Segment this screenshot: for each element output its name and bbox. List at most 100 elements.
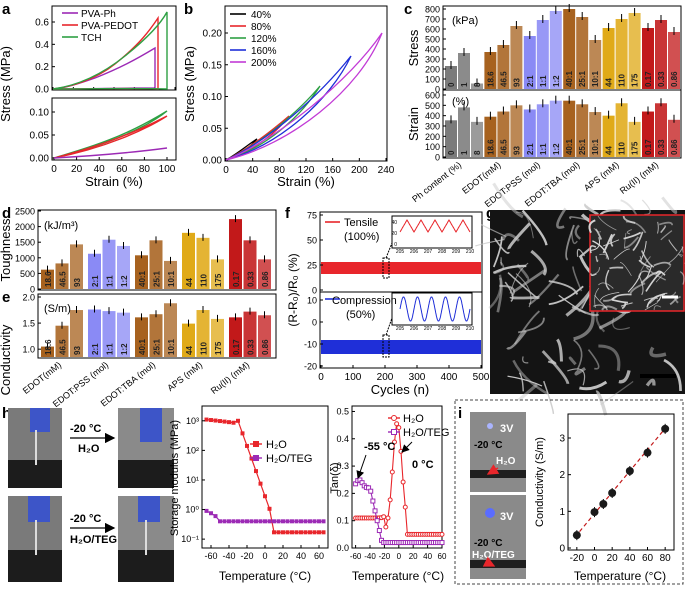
e-bar	[117, 312, 130, 357]
a-bot-y-label: 0.10	[30, 108, 50, 119]
sem-inset-fiber	[653, 261, 672, 267]
b-y-label: 0.00	[203, 156, 223, 167]
i-series: 0 1 2 3 -20 0 20 40 60 80	[559, 423, 671, 564]
d-bar	[41, 269, 54, 289]
h-mod-y-label: 10³	[186, 416, 199, 426]
b-legend-200: 200%	[251, 58, 277, 69]
h-tan-point-teg	[372, 508, 378, 514]
c-strain-bar-label: 10:1	[591, 138, 600, 155]
sem-inset-fiber	[611, 293, 632, 301]
i-dashed-box	[454, 399, 684, 585]
d-bars: 18.6 46.5 93 2:1 1:1 1:2 40:1 25:1 10:1 44 110 175 0…	[41, 215, 271, 289]
h-tan-y-label: 0.2	[336, 488, 349, 498]
h-mod-point-h2o	[227, 420, 231, 425]
b-y-label: 0.10	[203, 92, 223, 103]
f-ylabel: (R-R₀)/R₀ (%)	[286, 253, 300, 326]
b-loop-200	[225, 32, 383, 161]
sem-fiber	[571, 305, 600, 317]
sem-fiber	[598, 344, 621, 372]
sem-inset-fiber	[590, 273, 597, 277]
c-strain-bar-label: 93	[512, 146, 521, 155]
d-y-label: 1000	[15, 253, 35, 263]
h-tan-x-label: 20	[409, 552, 418, 561]
h-tan-point-h2o	[381, 514, 387, 520]
f-top-y-label: 25	[307, 261, 317, 271]
c-stress-y-label: 700	[425, 15, 440, 25]
h-mod-point-h2o	[294, 530, 299, 535]
sem-inset-fiber	[621, 301, 627, 310]
c-strain-y-label: 300	[425, 122, 440, 132]
e-bar	[258, 315, 271, 357]
sem-inset-fiber	[656, 295, 662, 302]
c-strain-bar-label: 40:1	[565, 138, 574, 155]
sem-inset-fiber	[639, 255, 643, 265]
h-mod-point-teg	[263, 519, 267, 524]
sem-fiber	[496, 277, 503, 313]
d-bar	[182, 232, 195, 289]
c-stress-bar-label: 1:2	[552, 75, 561, 87]
c-strain-y-label: 600	[425, 91, 440, 101]
sem-fiber	[516, 263, 530, 281]
f-legend-compression: Compression	[332, 295, 397, 307]
i-voltage-top: 3V	[500, 423, 514, 435]
h-mod-point-teg	[312, 519, 317, 524]
c-strain-bar	[628, 121, 641, 157]
c-stress-unit: (kPa)	[452, 15, 478, 27]
e-bar-label: 40:1	[138, 338, 147, 355]
d-bar-label: 0.33	[247, 271, 256, 287]
c-stress-bar	[549, 11, 562, 89]
sem-inset-fiber	[626, 229, 632, 235]
c-strain-y-label: 0	[435, 153, 440, 163]
sem-inset-fiber	[653, 305, 662, 311]
sem-fiber	[500, 257, 502, 266]
d-bar	[55, 263, 69, 289]
a-curve-tch	[52, 11, 168, 90]
c-strain-bar	[484, 116, 497, 157]
d-ylabel: Toughness	[0, 218, 13, 281]
c-stress-bar	[563, 9, 576, 89]
b-xlabel: Strain (%)	[277, 174, 335, 189]
sem-inset-fiber	[657, 221, 659, 234]
sem-fiber	[587, 349, 600, 370]
sem-inset-fiber	[589, 245, 597, 254]
sem-inset-fiber	[640, 256, 651, 272]
e-bar	[229, 317, 242, 357]
sem-fiber	[543, 380, 555, 414]
a-bot-x-label: 20	[71, 164, 83, 175]
h-mod-x-label: 40	[296, 551, 306, 561]
c-strain-bar-label: 2:1	[526, 143, 535, 155]
h-tan-point-h2o	[383, 524, 389, 530]
f-inset-top-x: 209	[452, 249, 461, 255]
d-bar-label: 18.6	[44, 271, 53, 287]
h-mod-xlabel: Temperature (°C)	[219, 569, 311, 583]
i-frame	[567, 413, 675, 551]
c-group-label: Ph content (%)	[410, 160, 463, 205]
d-bar-label: 1:2	[120, 275, 129, 287]
h-liquid-top: H₂O	[78, 443, 100, 455]
i-y-label: 3	[559, 434, 565, 445]
b-x-label: 120	[298, 165, 315, 176]
sem-inset-fiber	[588, 219, 596, 234]
e-group-labels: EDOT(mM)EDOT:PSS (mol)EDOT:TBA (mol) APS …	[21, 360, 251, 409]
sem-inset-fiber	[594, 294, 608, 309]
sem-fiber	[568, 356, 577, 366]
c-strain-bar-label: 175	[631, 141, 640, 155]
h-mod-point-teg	[231, 519, 236, 524]
h-mod-point-teg	[308, 519, 312, 524]
f-inset-top-x: 207	[424, 249, 433, 255]
a-top-x-label: 0	[53, 101, 54, 102]
c-strain-bar	[445, 120, 457, 157]
d-bar-label: 2:1	[91, 275, 100, 287]
h-mod-point-h2o	[299, 530, 303, 535]
c-strain-bar-label: 1	[460, 150, 469, 155]
i-xlabel: Temperature (°C)	[574, 569, 666, 583]
c-group-label: Ru(II) (mM)	[618, 160, 660, 196]
h-mod-point-teg	[258, 519, 263, 524]
c-strain-bar	[615, 103, 628, 157]
d-bar-label: 44	[185, 278, 194, 287]
f-inset-top	[391, 215, 473, 249]
b-ylabel: Stress (MPa)	[182, 46, 197, 122]
e-group-label: Ru(II) (mM)	[209, 360, 251, 396]
h-mod-point-teg	[317, 519, 321, 524]
c-stress-bar-label: 2:1	[526, 75, 535, 87]
